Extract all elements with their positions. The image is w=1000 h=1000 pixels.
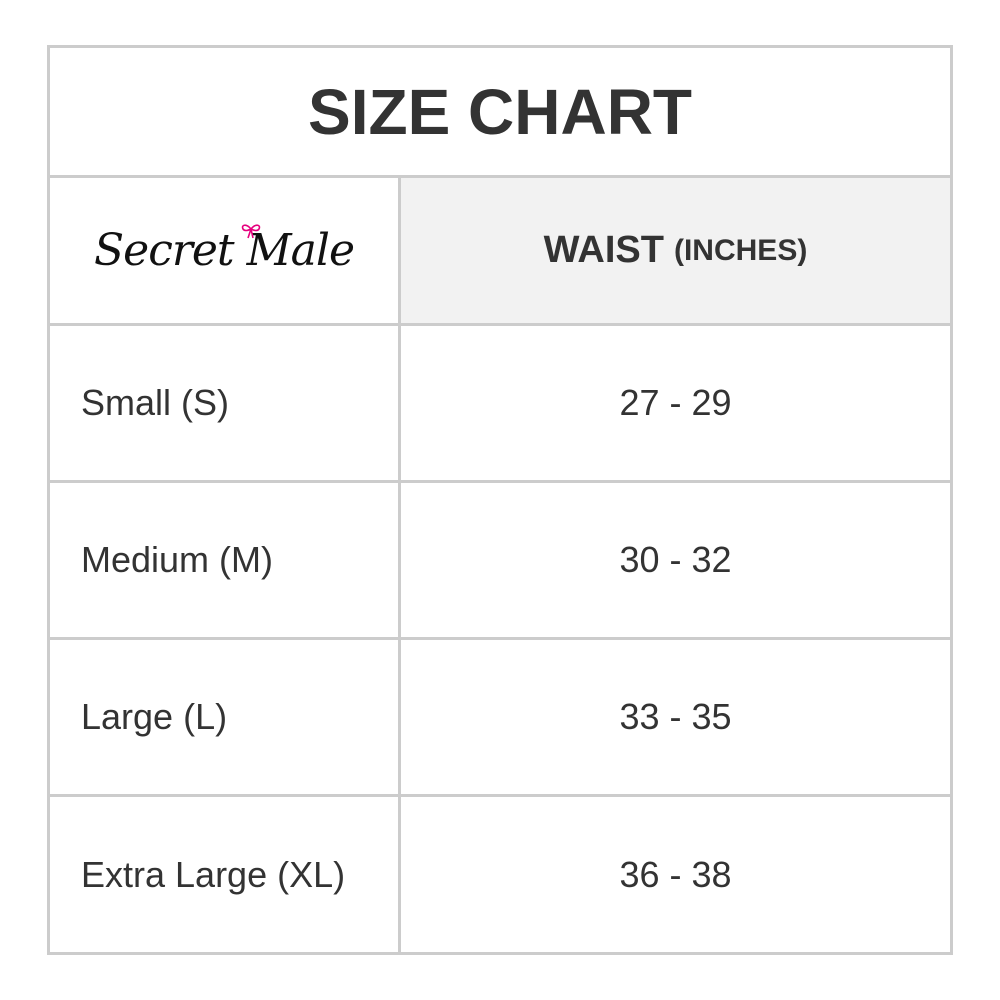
logo-text: Secret Male [94,225,355,276]
table-row: Medium (M) 30 - 32 [50,483,950,640]
size-label: Medium (M) [81,539,274,580]
logo-cell: Secret Male [50,178,401,323]
waist-value: 33 - 35 [619,696,732,737]
size-label: Extra Large (XL) [81,853,346,895]
waist-value: 27 - 29 [619,382,732,423]
unit-label: (INCHES) [673,233,808,267]
size-label: Small (S) [81,382,230,423]
waist-value: 36 - 38 [619,853,732,895]
waist-label: WAIST [543,229,664,271]
table-row: Large (L) 33 - 35 [50,640,950,797]
bow-icon [241,224,261,239]
size-label: Large (L) [81,696,228,737]
chart-title: SIZE CHART [50,48,950,178]
secret-male-logo: Secret Male [94,224,355,276]
table-row: Extra Large (XL) 36 - 38 [50,797,950,952]
waist-header: WAIST (INCHES) [401,178,950,323]
table-row: Small (S) 27 - 29 [50,326,950,483]
size-chart-table: SIZE CHART Secret Male WAIST (INCHES) Sm… [47,45,953,955]
waist-value: 30 - 32 [619,539,732,580]
header-row: Secret Male WAIST (INCHES) [50,178,950,326]
